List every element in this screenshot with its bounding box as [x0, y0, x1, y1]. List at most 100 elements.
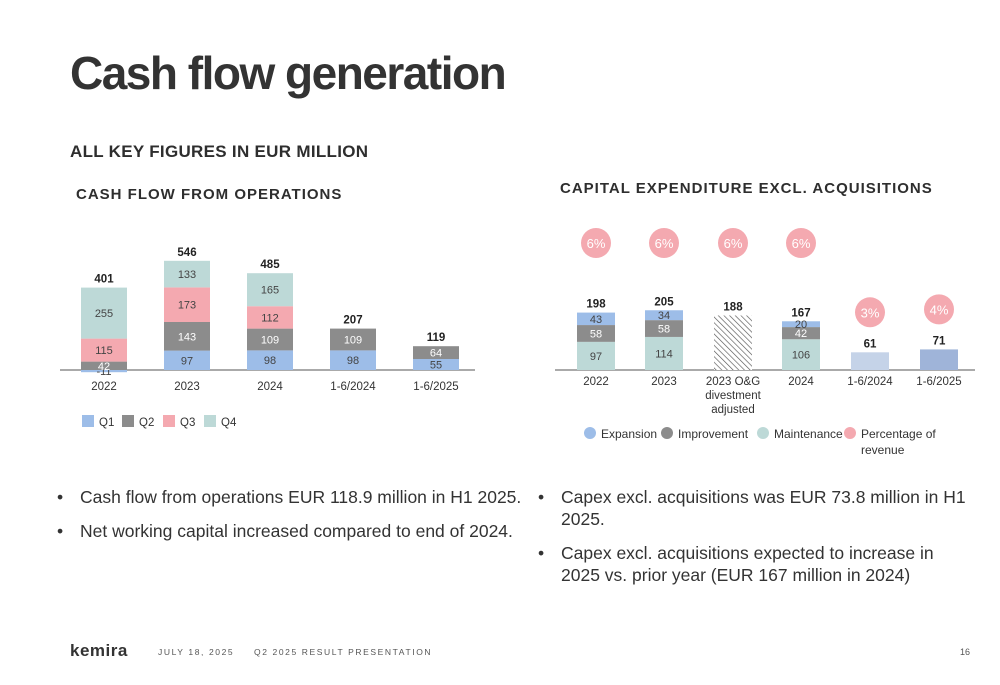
data-label: 133 [178, 269, 196, 281]
legend-swatch [584, 427, 596, 439]
data-label: 112 [261, 312, 279, 324]
capex-chart-title: CAPITAL EXPENDITURE EXCL. ACQUISITIONS [560, 180, 933, 197]
total-label: 119 [427, 332, 446, 344]
footer-date: JULY 18, 2025 [158, 647, 235, 657]
percentage-label: 6% [655, 236, 674, 251]
x-tick-label: 1-6/2024 [330, 381, 376, 393]
legend-label: Q3 [180, 417, 195, 429]
x-tick-label: 2022 [583, 376, 609, 388]
data-label: 55 [430, 360, 442, 372]
percentage-bubble [581, 228, 611, 258]
total-label: 188 [723, 301, 743, 313]
kemira-logo: kemira [70, 641, 128, 660]
total-label: 71 [933, 335, 946, 347]
bar-segment [714, 315, 752, 370]
bullet-item: Net working capital increased compared t… [55, 520, 525, 542]
data-label: 97 [590, 351, 602, 363]
data-label: 173 [178, 300, 196, 312]
data-label: 42 [98, 361, 110, 373]
legend-label: Q4 [221, 417, 237, 429]
x-tick-label: 2024 [788, 376, 814, 388]
legend-swatch [122, 415, 134, 427]
percentage-bubble [786, 228, 816, 258]
data-label: 58 [658, 324, 670, 336]
legend-swatch [204, 415, 216, 427]
total-label: 61 [864, 338, 877, 350]
percentage-bubble [718, 228, 748, 258]
x-tick-label: 2022 [91, 381, 117, 393]
percentage-bubble [855, 297, 885, 328]
legend-label: Expansion [601, 427, 657, 441]
x-tick-label: 2024 [257, 381, 283, 393]
bar-segment [577, 325, 615, 342]
right-bullet-list: Capex excl. acquisitions was EUR 73.8 mi… [536, 486, 966, 598]
data-label: 143 [178, 331, 196, 343]
data-label: 255 [95, 308, 113, 320]
data-label: 106 [792, 350, 810, 362]
bullet-item: Capex excl. acquisitions expected to inc… [536, 542, 966, 586]
bar-segment [247, 328, 293, 351]
bar-segment [782, 339, 820, 370]
x-tick-label: 1-6/2025 [916, 376, 961, 388]
bar-segment [247, 273, 293, 307]
percentage-label: 3% [861, 305, 880, 320]
bar-segment [81, 370, 127, 373]
data-label: 64 [430, 348, 442, 360]
data-label: 42 [795, 328, 807, 340]
total-label: 485 [260, 259, 280, 271]
x-tick-label: 1-6/2024 [847, 376, 893, 388]
percentage-label: 6% [792, 236, 811, 251]
data-label: 115 [95, 345, 113, 357]
bar-segment [645, 310, 683, 321]
bar-segment [164, 322, 210, 351]
legend-label: Percentage of revenue [861, 427, 936, 457]
bar-segment [164, 260, 210, 288]
bar-segment [81, 361, 127, 370]
legend-swatch [163, 415, 175, 427]
bar-segment [645, 320, 683, 337]
bar-segment [164, 287, 210, 322]
page-subtitle: ALL KEY FIGURES IN EUR MILLION [70, 142, 369, 161]
bar-segment [413, 359, 459, 370]
footer-event: Q2 2025 RESULT PRESENTATION [254, 647, 433, 657]
bar-segment [164, 350, 210, 370]
data-label: 34 [658, 310, 670, 322]
x-tick-label: adjusted [711, 404, 754, 416]
bullet-item: Capex excl. acquisitions was EUR 73.8 mi… [536, 486, 966, 530]
data-label: 97 [181, 355, 193, 367]
bar-segment [645, 336, 683, 370]
x-tick-label: 1-6/2025 [413, 381, 458, 393]
x-tick-label: 2023 [651, 376, 677, 388]
legend-label: Q1 [99, 417, 114, 429]
percentage-label: 6% [587, 236, 606, 251]
legend-label: Q2 [139, 417, 154, 429]
data-label: 98 [347, 355, 359, 367]
bar-segment [577, 341, 615, 370]
x-tick-label: 2023 O&G [706, 376, 760, 388]
bar-segment [81, 287, 127, 339]
legend-swatch [844, 427, 856, 439]
data-label: 165 [261, 285, 279, 297]
bar-segment [247, 350, 293, 370]
cfo-chart: -114211525540120229714317313354620239810… [60, 247, 475, 429]
legend-label: Maintenance [774, 427, 843, 441]
bar-segment [330, 328, 376, 351]
bar-segment [577, 312, 615, 326]
total-label: 546 [177, 247, 196, 259]
percentage-label: 6% [724, 236, 743, 251]
total-label: 207 [343, 315, 362, 327]
capex-chart: 97 58 43 198 6% 2022 114 58 34 205 6% 2023 188 6% 2023… [555, 228, 975, 457]
legend-label: Improvement [678, 427, 749, 441]
data-label: 98 [264, 355, 276, 367]
bar-segment [413, 346, 459, 359]
bar-segment [782, 321, 820, 328]
data-label: 20 [795, 319, 807, 331]
legend-swatch [661, 427, 673, 439]
percentage-label: 4% [930, 302, 949, 317]
total-label: 205 [654, 296, 674, 308]
legend-swatch [82, 415, 94, 427]
data-label: 43 [590, 314, 602, 326]
data-label: 58 [590, 328, 602, 340]
total-label: 198 [586, 299, 606, 311]
bar-segment [330, 350, 376, 370]
